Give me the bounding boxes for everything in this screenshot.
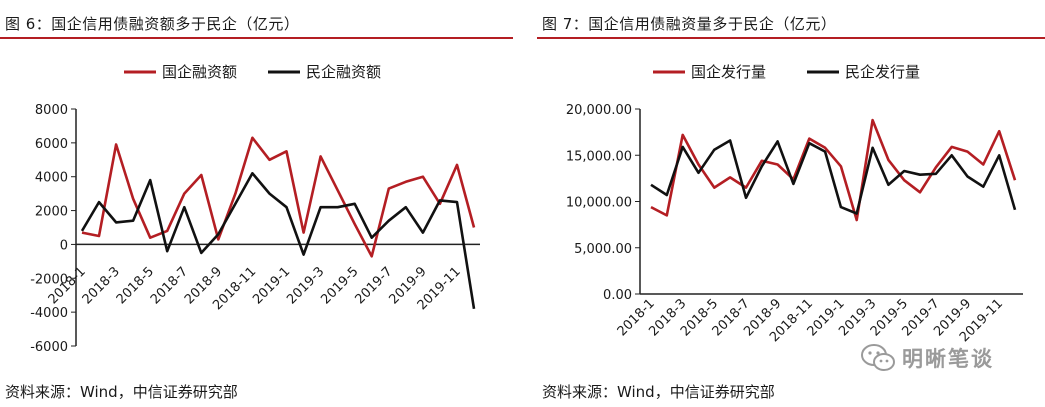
chart-0-x-tick-label-1: 2018-3 (80, 264, 123, 307)
chart-0-y-tick-label-6: 6000 (35, 137, 68, 152)
figure-7-chart: 国企发行量 民企发行量 0.00 5,000.00 10,000.00 15,000.00… (566, 63, 1023, 345)
chart-1-y-tick-label-0: 0.00 (603, 288, 632, 303)
chart-0-x-tick-label-9: 2019-7 (352, 264, 395, 307)
chart-0-y-tick-label-3: 0 (60, 238, 68, 253)
chart-1-legend-label-0: 国企发行量 (691, 63, 766, 81)
figure-6-title-rule (0, 37, 513, 39)
chart-0-y-tick-label-4: 2000 (35, 205, 68, 220)
chart-0-x-tick-label-6: 2019-1 (250, 264, 293, 307)
chart-0-y-tick-label-1: -4000 (30, 306, 68, 321)
chart-1-y-tick-label-3: 15,000.00 (566, 149, 632, 164)
chart-1-y-tick-label-2: 10,000.00 (566, 196, 632, 211)
figure-6-chart: 国企融资额 民企融资额 -6000 -4000 -2000 0 2000 4000 6000 80… (30, 63, 480, 355)
chart-0-y-tick-label-2: -2000 (30, 272, 68, 287)
chart-0-y-tick-label-0: -6000 (30, 340, 68, 355)
wechat-icon (861, 344, 895, 371)
chart-1-series-line-0 (650, 118, 1017, 222)
figure-7-panel: 图 7：国企信用债融资量多于民企（亿元） 国企发行量 民企发行量 0.00 5,000… (537, 0, 1045, 407)
chart-0-legend-label-1: 民企融资额 (306, 63, 381, 81)
chart-0-x-tick-label-3: 2018-7 (148, 264, 191, 307)
figure-6-title: 图 6：国企信用债融资额多于民企（亿元） (5, 15, 300, 33)
figure-7-title-rule (537, 37, 1045, 39)
chart-0-x-tick-label-7: 2019-3 (284, 264, 327, 307)
chart-1-y-tick-label-4: 20,000.00 (566, 103, 632, 118)
chart-0-series-line-0 (81, 136, 476, 258)
figure-6-source: 资料来源：Wind，中信证券研究部 (5, 383, 238, 401)
chart-0-x-tick-label-8: 2019-5 (318, 264, 361, 307)
chart-0-series-line-1 (80, 172, 476, 310)
figure-7-title: 图 7：国企信用债融资量多于民企（亿元） (542, 15, 837, 33)
chart-0-legend: 国企融资额 民企融资额 (124, 63, 381, 81)
chart-1-y-tick-label-1: 5,000.00 (574, 242, 632, 257)
figure-6-panel: 图 6：国企信用债融资额多于民企（亿元） 国企融资额 民企融资额 -6000 -400… (0, 0, 520, 407)
watermark: 明晰笔谈 (860, 343, 994, 373)
chart-0-x-tick-label-2: 2018-5 (114, 264, 157, 307)
chart-0-y-tick-label-7: 8000 (35, 103, 68, 118)
chart-0-legend-label-0: 国企融资额 (162, 63, 237, 81)
chart-1-legend: 国企发行量 民企发行量 (653, 63, 920, 81)
chart-1-series-line-1 (650, 139, 1017, 215)
chart-0-y-tick-label-5: 4000 (35, 171, 68, 186)
watermark-text: 明晰笔谈 (902, 347, 994, 371)
chart-1-legend-label-1: 民企发行量 (845, 63, 920, 81)
figure-7-source: 资料来源：Wind，中信证券研究部 (542, 383, 775, 401)
